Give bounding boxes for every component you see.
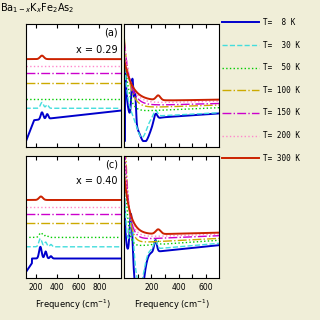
Text: x = 0.40: x = 0.40 [76,176,118,186]
Text: T=  30 K: T= 30 K [263,41,300,50]
Text: T= 200 K: T= 200 K [263,131,300,140]
Text: T= 150 K: T= 150 K [263,108,300,117]
Text: (c): (c) [105,159,118,169]
Text: x = 0.29: x = 0.29 [76,45,118,55]
X-axis label: Frequency (cm$^{-1}$): Frequency (cm$^{-1}$) [35,298,111,312]
Text: T=  50 K: T= 50 K [263,63,300,72]
Text: T=  8 K: T= 8 K [263,18,295,27]
Text: (a): (a) [104,28,118,38]
Text: T= 300 K: T= 300 K [263,154,300,163]
X-axis label: Frequency (cm$^{-1}$): Frequency (cm$^{-1}$) [134,298,210,312]
Text: T= 100 K: T= 100 K [263,86,300,95]
Text: Ba$_{1-x}$K$_{x}$Fe$_{2}$As$_{2}$: Ba$_{1-x}$K$_{x}$Fe$_{2}$As$_{2}$ [0,2,75,15]
